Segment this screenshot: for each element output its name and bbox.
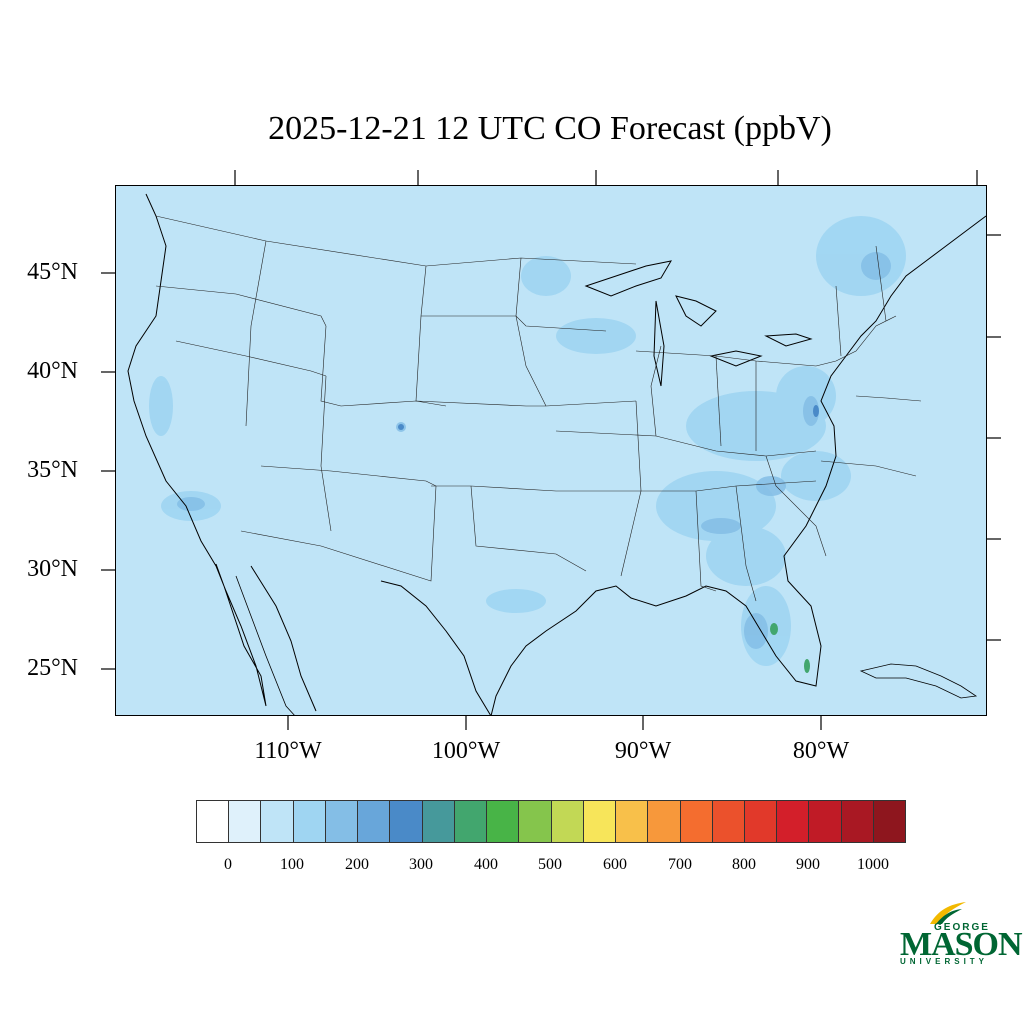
lat-label-45: 45°N <box>27 259 78 285</box>
colorbar-label: 0 <box>224 856 232 873</box>
lon-label-80w: 80°W <box>792 738 850 764</box>
colorbar-label: 900 <box>796 856 820 873</box>
logo-mason: MASON <box>900 926 1023 963</box>
map-canvas <box>127 193 986 715</box>
colorbar-segment <box>583 801 617 842</box>
colorbar-segment <box>422 801 455 842</box>
colorbar-segment <box>648 801 681 842</box>
colorbar-segment <box>293 801 326 842</box>
colorbar-segment <box>873 801 906 842</box>
coastline <box>127 193 986 715</box>
colorbar-segment <box>358 801 391 842</box>
colorbar-label: 100 <box>280 856 304 873</box>
cuba-outline <box>859 663 978 699</box>
baja-outline <box>235 575 295 715</box>
colorbar-segment <box>261 801 294 842</box>
co-concentration-areas <box>149 216 906 666</box>
colorbar-segment <box>197 801 230 842</box>
map-title: 2025-12-21 12 UTC CO Forecast (ppbV) <box>268 110 832 147</box>
lat-label-35: 35°N <box>27 457 78 483</box>
lon-label-90w: 90°W <box>614 738 672 764</box>
colorbar-segment <box>519 801 552 842</box>
colorbar-segment <box>777 801 810 842</box>
great-lakes <box>584 260 813 387</box>
colorbar-label: 800 <box>732 856 756 873</box>
colorbar-label: 500 <box>538 856 562 873</box>
colorbar-segment <box>229 801 262 842</box>
logo-flame-icon <box>930 902 966 924</box>
lat-label-25: 25°N <box>27 655 78 681</box>
state-boundaries <box>155 215 922 602</box>
colorbar-label: 600 <box>603 856 627 873</box>
lon-label-100w: 100°W <box>431 738 501 764</box>
colorbar-segment <box>454 801 488 842</box>
colorbar-label: 700 <box>668 856 692 873</box>
co-forecast-map <box>115 185 987 716</box>
colorbar-segment <box>487 801 520 842</box>
colorbar-segment <box>712 801 745 842</box>
colorbar-segment <box>680 801 713 842</box>
logo-university: UNIVERSITY <box>900 957 989 966</box>
colorbar-segment <box>325 801 359 842</box>
colorbar-segment <box>744 801 778 842</box>
colorbar-segment <box>551 801 584 842</box>
lon-label-110w: 110°W <box>254 738 322 764</box>
colorbar-label: 400 <box>474 856 498 873</box>
colorbar-label: 200 <box>345 856 369 873</box>
colorbar-segment <box>390 801 423 842</box>
logo-george: GEORGE <box>934 922 990 933</box>
colorbar-segment <box>841 801 874 842</box>
george-mason-logo: GEORGE MASON UNIVERSITY <box>898 900 1023 970</box>
colorbar-segment <box>809 801 842 842</box>
colorbar-segment <box>616 801 649 842</box>
colorbar-label: 1000 <box>857 856 889 873</box>
colorbar <box>196 800 906 843</box>
lat-label-30: 30°N <box>27 556 78 582</box>
colorbar-label: 300 <box>409 856 433 873</box>
lat-label-40: 40°N <box>27 358 78 384</box>
